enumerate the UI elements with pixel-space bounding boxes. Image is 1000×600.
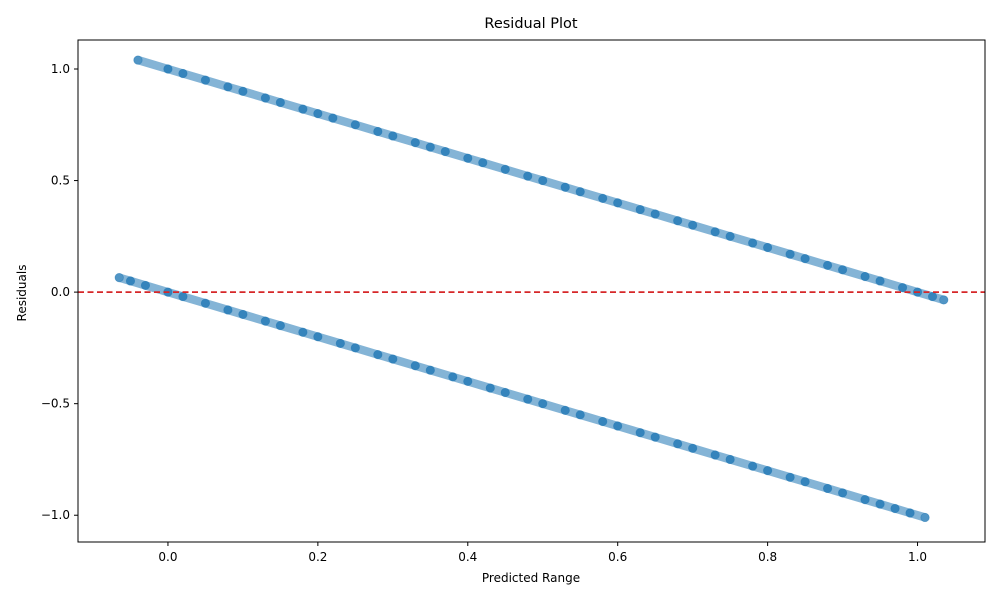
y-tick-label: 0.0: [51, 285, 70, 299]
x-tick-label: 0.2: [308, 550, 327, 564]
y-tick-label: −1.0: [41, 508, 70, 522]
chart-title: Residual Plot: [484, 16, 577, 32]
x-tick-label: 0.4: [458, 550, 477, 564]
x-tick-label: 0.6: [608, 550, 627, 564]
data-point-band: [133, 55, 173, 74]
x-tick-label: 0.0: [158, 550, 177, 564]
data-point-band: [928, 292, 948, 305]
x-axis-label: Predicted Range: [482, 571, 580, 585]
plot-area: 0.0 0.2 0.4 0.6 0.8 1.0 −1.0 −0.5 0.0 0.5 1.0: [41, 39, 986, 564]
y-tick-label: 1.0: [51, 62, 70, 76]
x-tick-label: 1.0: [908, 550, 927, 564]
plot-frame: [77, 39, 986, 543]
data-point-band: [905, 508, 930, 522]
y-axis-label: Residuals: [15, 265, 29, 322]
x-tick-label: 0.8: [758, 550, 777, 564]
y-tick-label: 0.5: [51, 174, 70, 188]
y-tick-label: −0.5: [41, 397, 70, 411]
